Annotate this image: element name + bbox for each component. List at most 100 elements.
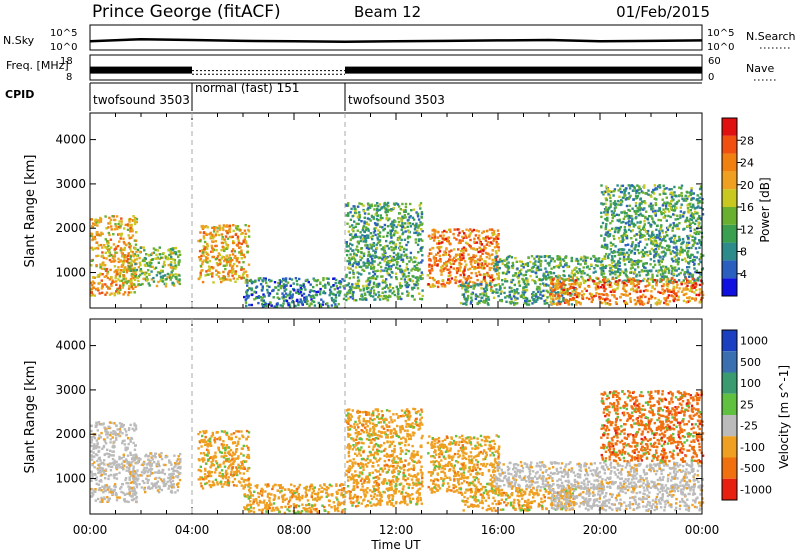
echo-cell <box>698 187 702 191</box>
echo-cell <box>417 276 420 280</box>
echo-cell <box>618 257 622 260</box>
echo-cell <box>390 270 393 274</box>
echo-cell <box>397 205 401 208</box>
echo-cell <box>575 288 578 291</box>
echo-cell <box>691 297 694 300</box>
echo-cell <box>120 457 123 460</box>
echo-cell <box>255 285 259 288</box>
echo-cell <box>520 294 524 297</box>
echo-cell <box>563 286 566 289</box>
echo-cell <box>344 295 348 298</box>
echo-cell <box>406 222 410 225</box>
echo-cell <box>672 260 675 263</box>
echo-cell <box>442 234 445 237</box>
echo-cell <box>632 222 635 225</box>
echo-cell <box>486 264 489 268</box>
echo-cell <box>293 289 296 292</box>
echo-cell <box>555 284 558 288</box>
echo-cell <box>402 275 405 278</box>
echo-cell <box>440 266 443 269</box>
echo-cell <box>412 275 415 278</box>
echo-cell <box>658 238 662 241</box>
echo-cell <box>469 238 472 242</box>
echo-cell <box>113 265 117 268</box>
echo-cell <box>145 253 148 256</box>
echo-cell <box>622 217 626 221</box>
echo-cell <box>614 263 617 266</box>
echo-cell <box>359 298 362 301</box>
echo-cell <box>262 304 266 308</box>
echo-cell <box>91 248 94 251</box>
echo-cell <box>400 277 403 281</box>
noise-right-tick-top: 10^5 <box>707 28 734 39</box>
echo-cell <box>562 281 565 285</box>
echo-cell <box>90 246 93 249</box>
echo-cell <box>349 211 352 214</box>
echo-cell <box>506 262 509 265</box>
echo-cell <box>618 229 621 232</box>
echo-cell <box>211 250 214 253</box>
echo-cell <box>672 246 676 249</box>
echo-cell <box>534 271 537 274</box>
echo-cell <box>578 269 582 273</box>
echo-cell <box>701 208 704 211</box>
echo-cell <box>576 259 580 263</box>
echo-cell <box>374 293 378 296</box>
echo-cell <box>654 239 658 243</box>
echo-cell <box>617 231 620 234</box>
echo-cell <box>675 206 678 209</box>
echo-cell <box>597 287 600 290</box>
echo-cell <box>636 206 639 210</box>
echo-cell <box>695 219 698 222</box>
echo-cell <box>112 233 115 236</box>
echo-cell <box>576 292 579 295</box>
echo-cell <box>393 293 397 297</box>
echo-cell <box>677 260 680 264</box>
echo-cell <box>385 214 389 217</box>
echo-cell <box>621 253 624 256</box>
echo-cell <box>130 225 133 228</box>
echo-cell <box>172 258 175 261</box>
echo-cell <box>134 262 137 266</box>
echo-cell <box>391 287 395 290</box>
echo-cell <box>117 222 120 226</box>
echo-cell <box>363 212 367 215</box>
echo-cell <box>111 281 114 284</box>
echo-cell <box>156 249 159 252</box>
echo-cell <box>138 262 142 265</box>
echo-cell <box>497 283 500 286</box>
echo-cell <box>352 229 355 233</box>
echo-cell <box>480 280 483 283</box>
echo-cell <box>696 212 699 215</box>
echo-cell <box>377 256 381 260</box>
echo-cell <box>652 192 656 195</box>
echo-cell <box>479 299 483 302</box>
echo-cell <box>299 291 302 294</box>
echo-cell <box>462 293 466 296</box>
echo-cell <box>504 280 507 283</box>
echo-cell <box>128 267 131 271</box>
echo-cell <box>548 261 551 265</box>
echo-cell <box>660 278 664 282</box>
echo-cell <box>635 283 639 287</box>
echo-cell <box>443 250 446 254</box>
echo-cell <box>444 237 448 241</box>
echo-cell <box>584 259 588 262</box>
echo-cell <box>152 247 156 250</box>
echo-cell <box>347 214 350 217</box>
echo-cell <box>123 464 126 467</box>
echo-cell <box>630 264 633 267</box>
echo-cell <box>620 293 623 296</box>
echo-cell <box>614 245 617 248</box>
echo-cell <box>401 260 405 263</box>
echo-cell <box>559 257 562 260</box>
echo-cell <box>651 204 654 207</box>
echo-cell <box>606 297 609 301</box>
echo-cell <box>559 259 562 263</box>
echo-cell <box>491 233 495 237</box>
echo-cell <box>119 269 122 272</box>
echo-cell <box>658 184 661 187</box>
echo-cell <box>372 217 375 221</box>
echo-cell <box>118 279 122 283</box>
echo-cell <box>329 290 332 294</box>
